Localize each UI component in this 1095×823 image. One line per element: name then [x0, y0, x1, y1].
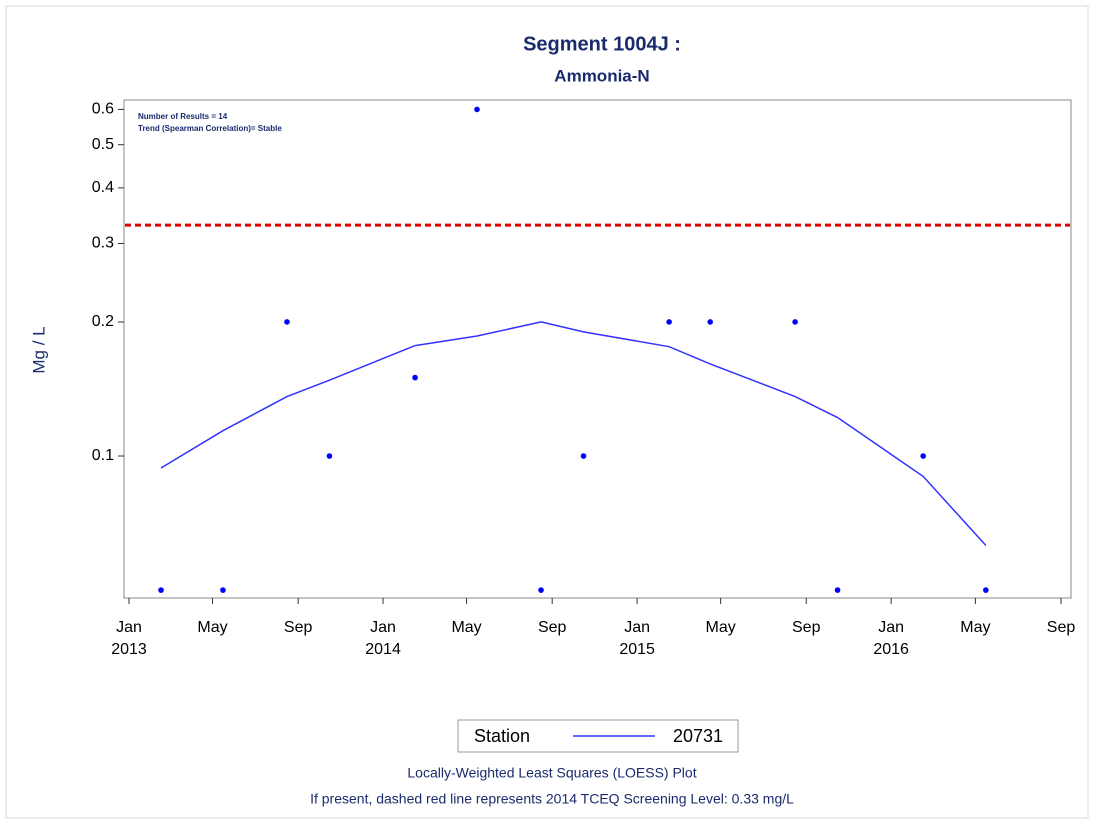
x-tick-label: Jan 2016 — [873, 619, 909, 658]
y-tick-label: 0.3 — [92, 235, 114, 252]
y-tick-label: 0.6 — [92, 101, 114, 118]
footnote: If present, dashed red line represents 2… — [310, 791, 794, 807]
loess-line — [160, 321, 987, 546]
data-point — [158, 587, 164, 593]
y-axis-label: Mg / L — [29, 326, 48, 373]
annotation: Number of Results = 14 — [138, 112, 228, 121]
data-point — [538, 587, 544, 593]
chart-subtitle: Ammonia-N — [554, 66, 649, 85]
x-tick-label: May — [197, 619, 227, 636]
x-tick-label: May — [706, 619, 736, 636]
data-point — [474, 106, 480, 113]
data-point — [412, 374, 418, 381]
footnote: Locally-Weighted Least Squares (LOESS) P… — [407, 765, 696, 781]
data-point — [983, 587, 989, 593]
y-tick-label: 0.1 — [92, 447, 114, 464]
y-tick-label: 0.2 — [92, 313, 114, 330]
legend-label: 20731 — [673, 726, 723, 746]
data-point — [666, 319, 672, 325]
y-tick-label: 0.4 — [92, 179, 114, 196]
data-point — [920, 453, 926, 459]
data-point — [326, 453, 333, 459]
x-tick-label: Sep — [538, 619, 567, 636]
x-tick-label: Jan 2015 — [619, 619, 655, 658]
data-point — [284, 319, 290, 325]
legend-title: Station — [474, 726, 530, 746]
x-tick-label: May — [451, 619, 481, 636]
x-tick-label: Jan 2013 — [111, 619, 147, 658]
data-point — [580, 453, 587, 459]
frame — [5, 5, 1089, 819]
data-point — [792, 319, 798, 325]
x-tick-label: May — [960, 619, 990, 636]
y-tick-label: 0.5 — [92, 136, 114, 153]
x-tick-label: Sep — [284, 619, 313, 636]
data-point — [707, 319, 713, 325]
data-point — [220, 587, 226, 593]
x-tick-label: Jan 2014 — [365, 619, 401, 658]
x-tick-label: Sep — [792, 619, 821, 636]
chart-title: Segment 1004J : — [523, 33, 681, 55]
plot-area — [123, 99, 1072, 599]
data-point — [834, 587, 841, 593]
annotation: Trend (Spearman Correlation)= Stable — [138, 124, 282, 133]
x-tick-label: Sep — [1047, 619, 1076, 636]
